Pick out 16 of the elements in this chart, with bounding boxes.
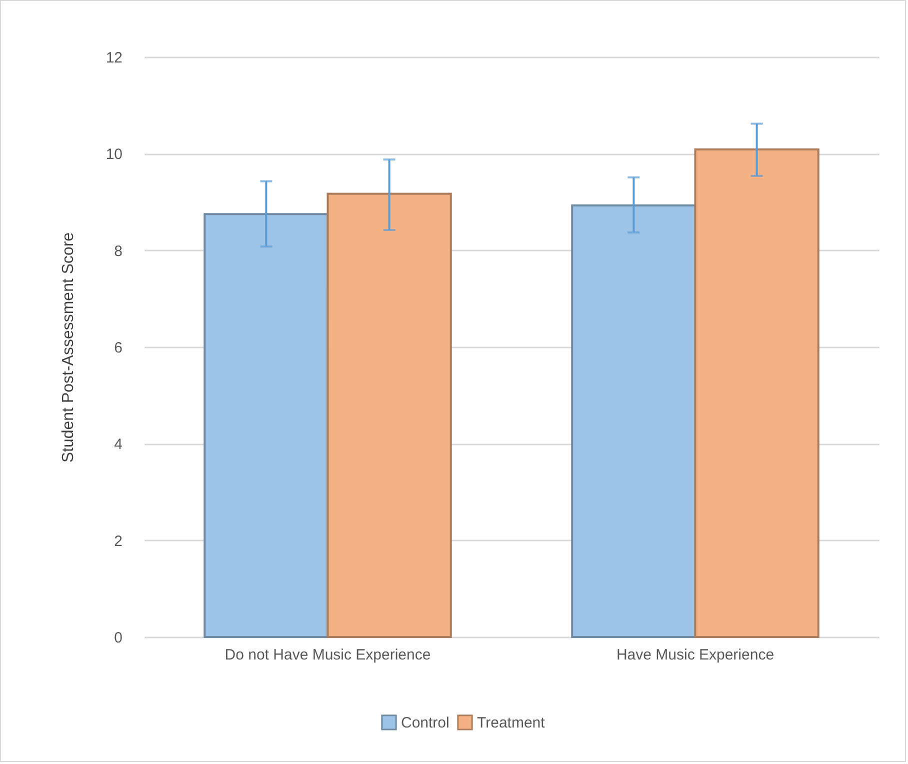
y-tick-label: 0 <box>114 630 122 646</box>
bar <box>571 204 696 638</box>
y-tick-label: 6 <box>114 340 122 356</box>
x-tick-label: Have Music Experience <box>616 646 774 664</box>
y-tick-label: 8 <box>114 242 122 260</box>
y-axis-title: Student Post-Assessment Score <box>60 232 77 463</box>
y-tick-label: 10 <box>106 146 122 164</box>
y-tick-label: 4 <box>114 436 122 454</box>
bar <box>204 213 329 638</box>
y-tick-label: 2 <box>114 532 122 550</box>
y-tick-label: 12 <box>106 50 122 66</box>
legend-label: Treatment <box>477 714 546 732</box>
bar <box>326 192 452 638</box>
legend-label: Control <box>401 714 450 732</box>
bar <box>694 148 820 638</box>
x-tick-label: Do not Have Music Experience <box>224 646 431 664</box>
